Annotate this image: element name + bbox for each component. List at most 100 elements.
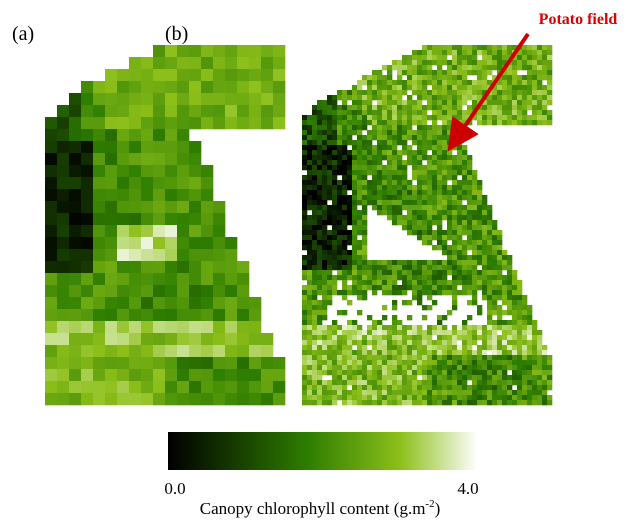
pixel [367,260,372,265]
pixel [442,205,447,210]
pixel [427,145,432,150]
pixel [417,140,422,145]
pixel [477,115,482,120]
pixel [141,189,153,201]
pixel [105,321,117,333]
pixel [213,261,225,273]
pixel [105,333,117,345]
pixel [397,105,402,110]
pixel [457,255,462,260]
pixel [337,190,342,195]
pixel [337,390,342,395]
pixel [317,220,322,225]
pixel [201,273,213,285]
pixel [417,260,422,265]
pixel [153,117,165,129]
pixel [322,215,327,220]
pixel [307,215,312,220]
pixel [367,90,372,95]
pixel [407,120,412,125]
pixel [387,135,392,140]
pixel [437,240,442,245]
pixel [377,170,382,175]
pixel [447,250,452,255]
pixel [105,297,117,309]
pixel [347,285,352,290]
pixel [81,225,93,237]
pixel [452,335,457,340]
pixel [522,50,527,55]
pixel [402,395,407,400]
pixel [402,370,407,375]
pixel [261,393,273,405]
pixel [332,150,337,155]
pixel [457,110,462,115]
pixel [462,185,467,190]
pixel [402,150,407,155]
pixel [417,400,422,405]
pixel [402,290,407,295]
pixel [407,350,412,355]
pixel [362,375,367,380]
pixel [332,395,337,400]
pixel [472,210,477,215]
pixel [432,60,437,65]
pixel [322,155,327,160]
pixel [422,45,427,50]
pixel [332,205,337,210]
pixel [477,310,482,315]
pixel [442,100,447,105]
pixel [337,225,342,230]
pixel [387,85,392,90]
pixel [177,165,189,177]
pixel [129,309,141,321]
pixel [422,90,427,95]
pixel [422,95,427,100]
pixel [432,260,437,265]
pixel [482,65,487,70]
pixel [472,170,477,175]
pixel [372,270,377,275]
pixel [442,280,447,285]
pixel [367,280,372,285]
pixel [382,105,387,110]
pixel [447,50,452,55]
pixel [502,330,507,335]
pixel [302,400,307,405]
pixel [237,117,249,129]
pixel [322,330,327,335]
pixel [352,375,357,380]
pixel [397,340,402,345]
pixel [457,65,462,70]
pixel [141,309,153,321]
pixel [141,117,153,129]
pixel [129,69,141,81]
pixel [382,370,387,375]
pixel [347,265,352,270]
pixel [332,195,337,200]
pixel [387,325,392,330]
pixel [492,340,497,345]
pixel [342,215,347,220]
pixel [452,355,457,360]
pixel [327,275,332,280]
pixel [417,110,422,115]
pixel [201,393,213,405]
pixel [367,195,372,200]
pixel [477,235,482,240]
pixel [337,270,342,275]
pixel [417,230,422,235]
pixel [472,190,477,195]
pixel [177,333,189,345]
pixel [532,370,537,375]
pixel [447,360,452,365]
pixel [452,155,457,160]
pixel [382,335,387,340]
pixel [532,60,537,65]
pixel [492,295,497,300]
pixel [327,300,332,305]
pixel [347,160,352,165]
pixel [457,260,462,265]
pixel [377,395,382,400]
pixel [447,370,452,375]
